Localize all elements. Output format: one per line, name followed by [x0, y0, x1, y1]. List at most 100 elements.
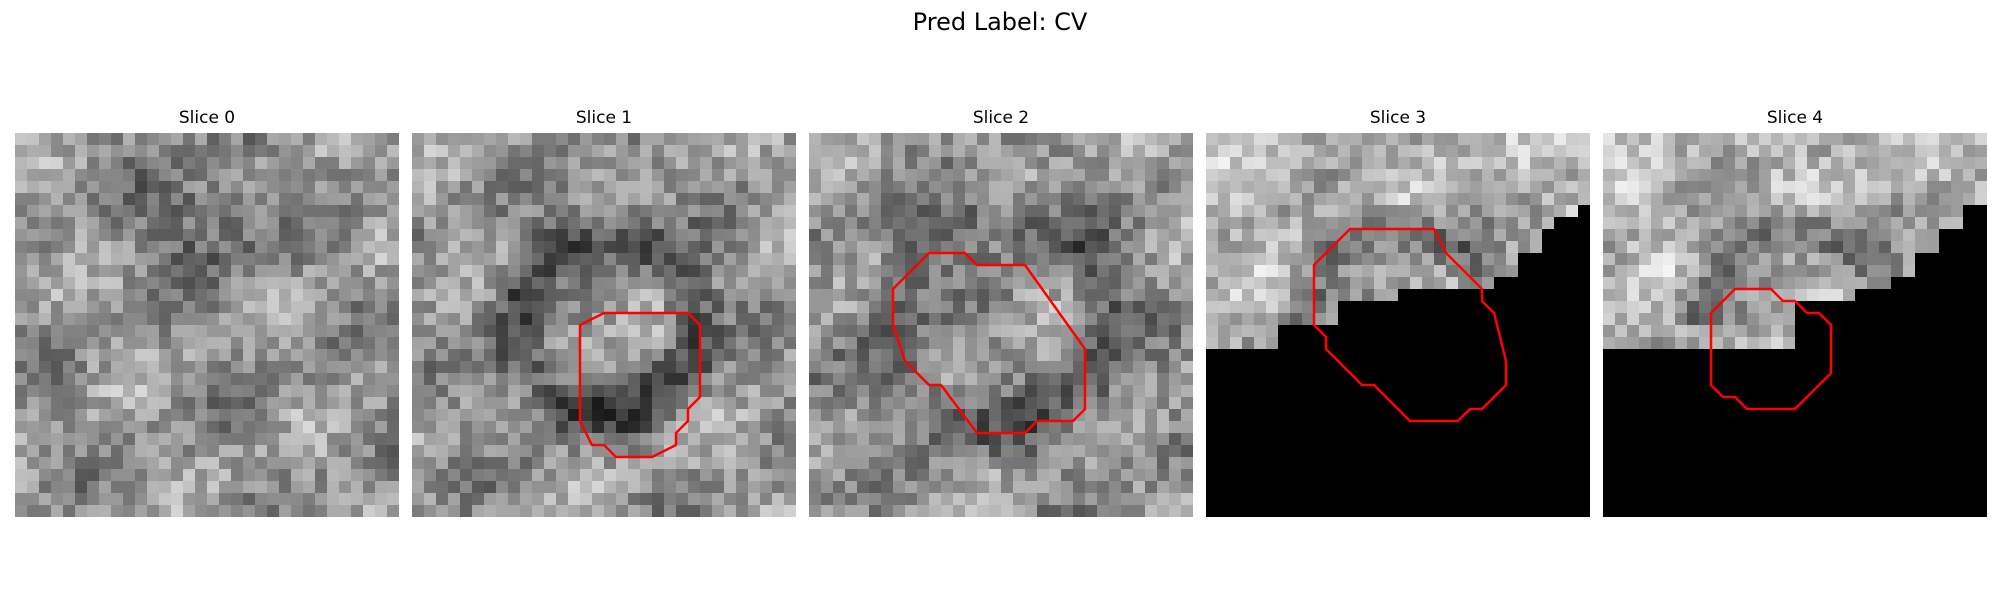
pixel-cell [1001, 445, 1014, 458]
pixel-cell [27, 181, 40, 194]
pixel-cell [51, 337, 64, 350]
pixel-cell [267, 241, 280, 254]
pixel-cell [159, 385, 172, 398]
pixel-cell [424, 469, 437, 482]
pixel-cell [15, 373, 28, 386]
pixel-cell [231, 181, 244, 194]
pixel-cell [628, 145, 641, 158]
pixel-cell [1446, 325, 1459, 338]
pixel-cell [448, 421, 461, 434]
pixel-cell [1206, 457, 1219, 470]
pixel-cell [1687, 277, 1700, 290]
pixel-cell [724, 277, 737, 290]
pixel-cell [1434, 373, 1447, 386]
pixel-cell [363, 229, 376, 242]
pixel-cell [592, 181, 605, 194]
pixel-cell [1903, 193, 1916, 206]
pixel-cell [1350, 205, 1363, 218]
pixel-cell [424, 325, 437, 338]
pixel-cell [520, 277, 533, 290]
pixel-cell [255, 457, 268, 470]
pixel-cell [1001, 349, 1014, 362]
pixel-cell [1963, 133, 1976, 146]
pixel-cell [1266, 205, 1279, 218]
pixel-cell [712, 481, 725, 494]
pixel-cell [712, 253, 725, 266]
pixel-cell [1783, 217, 1796, 230]
pixel-cell [171, 133, 184, 146]
pixel-cell [821, 169, 834, 182]
pixel-cell [1278, 325, 1291, 338]
pixel-cell [1566, 289, 1579, 302]
pixel-cell [1783, 433, 1796, 446]
pixel-cell [1578, 385, 1590, 398]
pixel-cell [1398, 145, 1411, 158]
pixel-cell [1422, 253, 1435, 266]
pixel-cell [760, 409, 773, 422]
pixel-cell [171, 421, 184, 434]
pixel-cell [1242, 445, 1255, 458]
pixel-cell [1061, 361, 1074, 374]
pixel-cell [1639, 361, 1652, 374]
pixel-cell [1037, 313, 1050, 326]
pixel-cell [905, 205, 918, 218]
pixel-cell [1747, 193, 1760, 206]
pixel-cell [460, 205, 473, 218]
pixel-cell [1759, 433, 1772, 446]
pixel-cell [809, 229, 822, 242]
pixel-cell [1687, 253, 1700, 266]
pixel-cell [448, 493, 461, 506]
pixel-cell [1542, 193, 1555, 206]
pixel-cell [953, 373, 966, 386]
pixel-cell [1639, 457, 1652, 470]
pixel-cell [857, 229, 870, 242]
pixel-cell [1831, 145, 1844, 158]
pixel-cell [1013, 145, 1026, 158]
pixel-cell [1218, 205, 1231, 218]
pixel-cell [652, 181, 665, 194]
pixel-cell [1278, 265, 1291, 278]
pixel-cell [1169, 301, 1182, 314]
pixel-cell [1230, 421, 1243, 434]
pixel-cell [760, 217, 773, 230]
pixel-cell [1687, 193, 1700, 206]
pixel-cell [1747, 433, 1760, 446]
pixel-cell [1037, 361, 1050, 374]
pixel-cell [1073, 409, 1086, 422]
pixel-cell [339, 361, 352, 374]
pixel-cell [965, 241, 978, 254]
pixel-cell [784, 409, 796, 422]
pixel-cell [1121, 133, 1134, 146]
pixel-cell [15, 229, 28, 242]
pixel-cell [1001, 337, 1014, 350]
pixel-cell [147, 205, 160, 218]
pixel-cell [929, 133, 942, 146]
pixel-cell [1109, 217, 1122, 230]
pixel-cell [231, 289, 244, 302]
pixel-cell [1482, 349, 1495, 362]
pixel-cell [387, 337, 399, 350]
pixel-cell [676, 313, 689, 326]
pixel-cell [1025, 181, 1038, 194]
pixel-cell [604, 493, 617, 506]
pixel-cell [1711, 289, 1724, 302]
pixel-cell [1566, 253, 1579, 266]
pixel-cell [484, 229, 497, 242]
pixel-cell [676, 469, 689, 482]
pixel-cell [327, 253, 340, 266]
pixel-cell [1807, 265, 1820, 278]
pixel-cell [63, 265, 76, 278]
pixel-cell [1675, 373, 1688, 386]
pixel-cell [568, 289, 581, 302]
pixel-cell [1939, 373, 1952, 386]
pixel-cell [183, 457, 196, 470]
pixel-cell [1494, 229, 1507, 242]
pixel-cell [712, 205, 725, 218]
pixel-cell [1386, 277, 1399, 290]
pixel-cell [736, 385, 749, 398]
pixel-cell [183, 325, 196, 338]
pixel-cell [1831, 373, 1844, 386]
pixel-cell [1554, 145, 1567, 158]
pixel-cell [111, 409, 124, 422]
pixel-cell [905, 421, 918, 434]
